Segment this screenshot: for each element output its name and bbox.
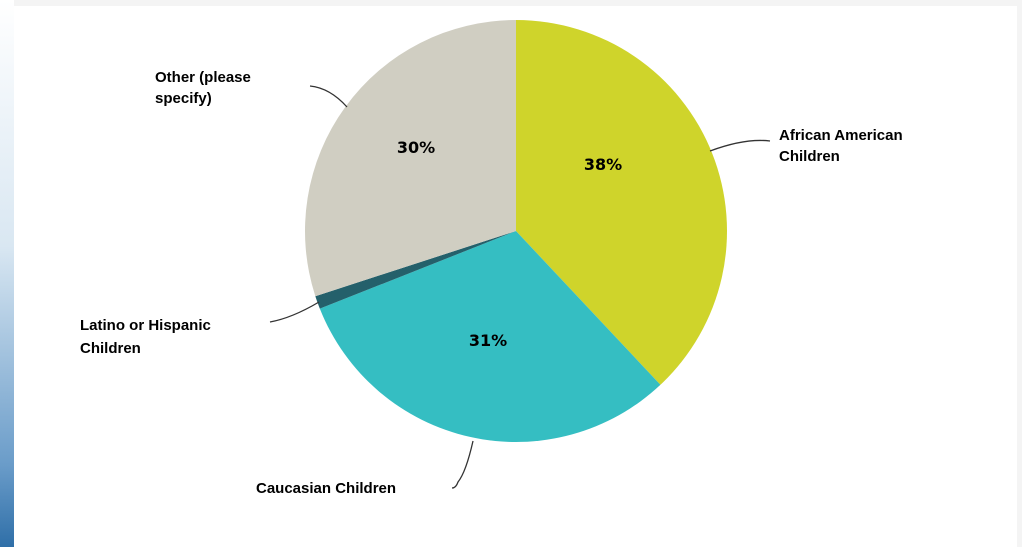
leader-line-caucasian: [451, 440, 474, 489]
slice-value-label-other: 30%: [397, 138, 435, 157]
slice-value-label-caucasian: 31%: [469, 331, 507, 350]
category-label-caucasian: Caucasian Children: [256, 480, 396, 497]
pie-slice-latino-hispanic: [315, 231, 516, 309]
category-label-african-american: African American Children: [779, 127, 907, 165]
leader-line-other: [309, 85, 348, 108]
background-gradient-edge: [0, 0, 14, 547]
slice-value-label-african-american: 38%: [584, 155, 622, 174]
category-label-other: Other (please specify): [155, 69, 255, 107]
leader-line-african-american: [709, 139, 771, 152]
leader-line-latino-hispanic: [269, 301, 320, 323]
pie-slice-caucasian: [319, 231, 661, 442]
category-label-latino-hispanic: Latino or Hispanic Children: [80, 317, 215, 357]
pie-slice-other: [305, 20, 516, 297]
pie-slice-african-american: [516, 20, 727, 385]
